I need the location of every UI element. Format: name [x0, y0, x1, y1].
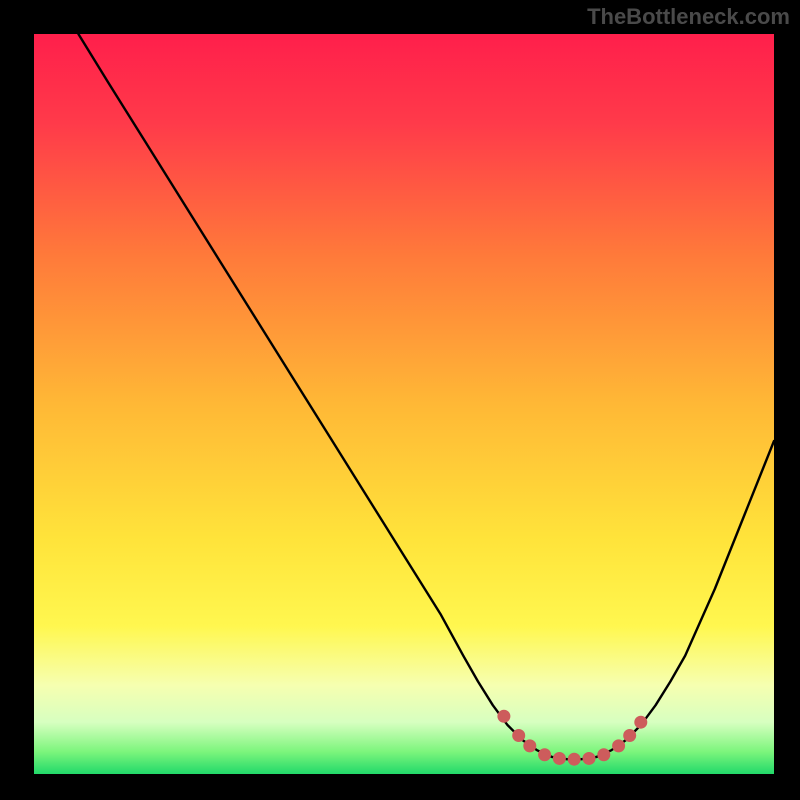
optimal-range-marker [553, 752, 565, 764]
bottleneck-curve [78, 34, 774, 759]
optimal-range-marker [583, 752, 595, 764]
optimal-range-marker [498, 710, 510, 722]
chart-root: TheBottleneck.com [0, 0, 800, 800]
plot-area [34, 34, 774, 774]
optimal-range-marker [624, 730, 636, 742]
optimal-range-marker [513, 730, 525, 742]
watermark-text: TheBottleneck.com [587, 4, 790, 30]
optimal-range-marker [568, 753, 580, 765]
optimal-range-marker [613, 740, 625, 752]
optimal-range-marker [598, 749, 610, 761]
curve-layer [34, 34, 774, 774]
optimal-range-marker [524, 740, 536, 752]
optimal-range-marker [635, 716, 647, 728]
optimal-range-marker [539, 749, 551, 761]
